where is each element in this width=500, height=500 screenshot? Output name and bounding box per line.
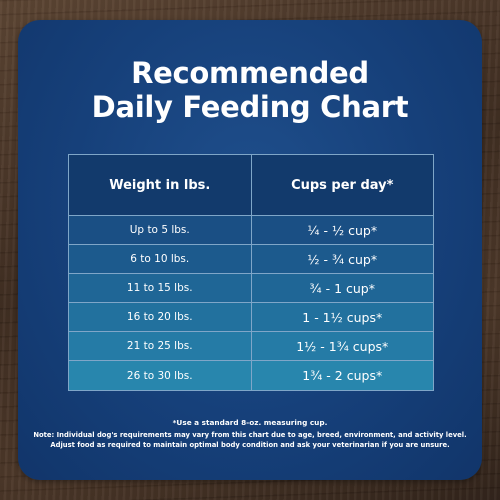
title-line-2: Daily Feeding Chart — [91, 90, 409, 124]
cups-cell: ¼ - ½ cup* — [250, 216, 434, 244]
table-row: Up to 5 lbs. ¼ - ½ cup* — [69, 216, 433, 245]
table-row: 16 to 20 lbs. 1 - 1½ cups* — [69, 303, 433, 332]
table-row: 26 to 30 lbs. 1¾ - 2 cups* — [69, 361, 433, 390]
cups-cell: 1 - 1½ cups* — [250, 303, 434, 331]
feeding-chart-card: Recommended Daily Feeding Chart Weight i… — [18, 20, 482, 480]
disclaimer-line-1: Note: Individual dog's requirements may … — [33, 431, 467, 439]
weight-cell: 11 to 15 lbs. — [126, 282, 193, 294]
disclaimer-line-2: Adjust food as required to maintain opti… — [50, 441, 450, 449]
weight-cell: Up to 5 lbs. — [129, 224, 190, 236]
header-cups: Cups per day* — [250, 155, 434, 215]
header-weight: Weight in lbs. — [109, 177, 211, 193]
table-header-row: Weight in lbs. Cups per day* — [69, 155, 433, 216]
cups-cell: 1¾ - 2 cups* — [250, 361, 434, 390]
cups-cell: ¾ - 1 cup* — [250, 274, 434, 302]
weight-cell: 16 to 20 lbs. — [126, 311, 193, 323]
weight-cell: 26 to 30 lbs. — [126, 369, 193, 382]
table-row: 21 to 25 lbs. 1½ - 1¾ cups* — [69, 332, 433, 361]
table-row: 11 to 15 lbs. ¾ - 1 cup* — [69, 274, 433, 303]
cups-cell: 1½ - 1¾ cups* — [250, 332, 434, 360]
cups-cell: ½ - ¾ cup* — [250, 245, 434, 273]
feeding-table: Weight in lbs. Cups per day* Up to 5 lbs… — [68, 154, 434, 391]
weight-cell: 21 to 25 lbs. — [126, 340, 193, 352]
weight-cell: 6 to 10 lbs. — [130, 253, 190, 265]
table-row: 6 to 10 lbs. ½ - ¾ cup* — [69, 245, 433, 274]
title-line-1: Recommended — [131, 56, 369, 90]
measuring-cup-note: *Use a standard 8-oz. measuring cup. — [172, 418, 328, 427]
